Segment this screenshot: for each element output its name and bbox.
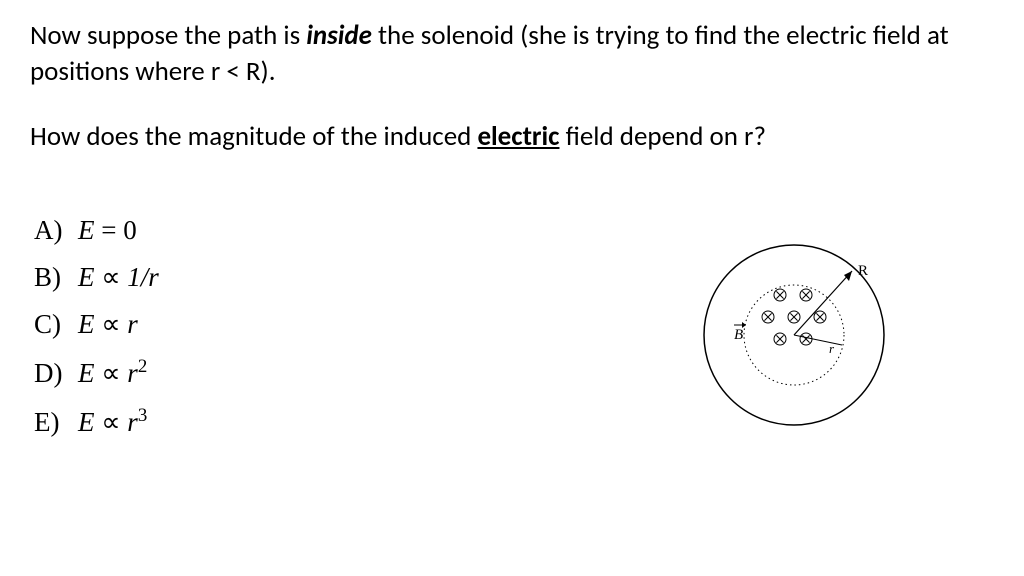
option-label: E) xyxy=(34,407,78,438)
label-B-vector: B xyxy=(734,322,746,343)
q2-emph: electric xyxy=(477,120,559,153)
option-expr: E ∝ r3 xyxy=(78,405,147,438)
q2-pre: How does the magnitude of the induced xyxy=(30,120,477,153)
q1-emph: inside xyxy=(306,19,372,52)
option-label: A) xyxy=(34,215,78,246)
label-R: R xyxy=(858,263,868,279)
option-label: B) xyxy=(34,262,78,293)
option-label: D) xyxy=(34,358,78,389)
radius-R-line xyxy=(794,271,852,335)
arrowhead-icon xyxy=(844,271,852,281)
label-B-text: B xyxy=(734,327,743,343)
q1-pre: Now suppose the path is xyxy=(30,19,306,52)
option-expr: E ∝ 1/r xyxy=(78,262,159,293)
q2-post: field depend on r? xyxy=(559,120,765,153)
option-expr: E ∝ r xyxy=(78,309,138,340)
question-paragraph-1: Now suppose the path is inside the solen… xyxy=(30,18,994,91)
option-label: C) xyxy=(34,309,78,340)
question-paragraph-2: How does the magnitude of the induced el… xyxy=(30,119,994,155)
solenoid-diagram: R r B xyxy=(694,235,894,435)
option-expr: E ∝ r2 xyxy=(78,356,147,389)
question-slide: Now suppose the path is inside the solen… xyxy=(0,0,1024,576)
option-expr: E = 0 xyxy=(78,215,137,246)
radius-r-line xyxy=(794,335,842,345)
field-crosses xyxy=(762,289,826,345)
